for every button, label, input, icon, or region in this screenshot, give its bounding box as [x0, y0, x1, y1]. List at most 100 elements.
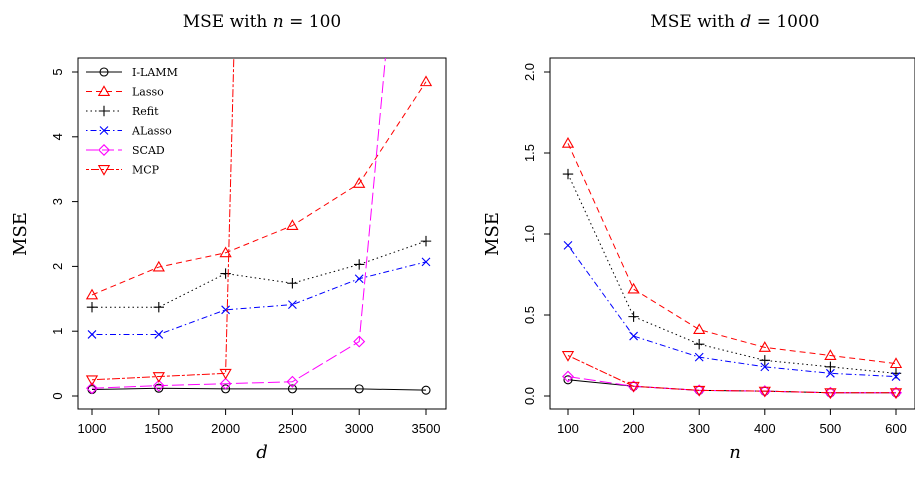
left-legend-marker — [97, 85, 111, 96]
right-point-alasso — [563, 240, 573, 250]
left-legend-label: MCP — [132, 164, 160, 177]
right-point-lasso — [693, 323, 706, 335]
right-x-axis-label: n — [729, 442, 741, 463]
right-point-refit — [628, 311, 639, 322]
left-point-scad — [86, 382, 98, 395]
left-point-scad — [286, 375, 299, 388]
right-point-mcp — [627, 381, 640, 393]
left-point-refit — [220, 268, 231, 279]
left-y-tick-label: 0 — [50, 392, 65, 399]
left-point-mcp — [219, 368, 232, 380]
left-point-refit — [420, 235, 432, 247]
left-point-scad — [219, 377, 232, 390]
left-legend: I-LAMM Lasso Refit ALasso SCAD MCP — [86, 66, 178, 177]
right-point-i-lamm — [563, 375, 573, 385]
right-point-lasso — [627, 282, 640, 294]
left-point-i-lamm — [287, 384, 297, 394]
right-point-refit — [562, 168, 574, 180]
right-point-mcp — [824, 388, 837, 400]
left-legend-label: Refit — [132, 105, 159, 118]
left-x-tick-label: 1500 — [144, 421, 173, 436]
left-series-line-lasso — [91, 81, 427, 296]
right-x-tick-label: 400 — [754, 421, 776, 436]
left-x-tick-label: 3500 — [412, 421, 441, 436]
right-y-tick-label: 2.0 — [522, 63, 537, 81]
right-point-scad — [562, 370, 574, 383]
left-point-refit — [153, 302, 164, 313]
right-point-alasso — [694, 352, 704, 362]
left-plot-area: 1000 1500 2000 2500 3000 3500 0 1 2 3 4 5 I-LAMM Lass… — [50, 57, 447, 436]
right-series-line-refit — [567, 173, 897, 374]
left-point-alasso — [354, 274, 364, 284]
right-point-alasso — [826, 368, 835, 378]
left-point-lasso — [286, 219, 299, 231]
left-series-line-alasso — [92, 261, 427, 335]
left-point-alasso — [421, 257, 431, 267]
left-legend-label: ALasso — [131, 125, 172, 138]
left-point-refit — [86, 302, 98, 313]
left-point-scad — [353, 335, 366, 348]
left-y-tick-label: 1 — [50, 328, 65, 335]
right-point-lasso — [824, 349, 837, 360]
left-legend-marker — [99, 67, 109, 77]
right-chart-title: MSE with d = 1000 — [650, 12, 819, 32]
right-x-tick-label: 600 — [885, 421, 907, 436]
right-series-line-mcp — [567, 355, 896, 394]
left-legend-marker — [99, 126, 109, 135]
right-series-line-alasso — [567, 245, 897, 378]
right-point-refit — [825, 361, 836, 373]
left-point-scad — [152, 379, 165, 392]
left-point-i-lamm — [421, 385, 431, 395]
right-y-tick-label: 1.5 — [522, 144, 537, 162]
left-legend-label: SCAD — [132, 144, 165, 157]
left-point-mcp — [85, 375, 99, 387]
left-point-lasso — [219, 246, 232, 258]
left-legend-label: Lasso — [132, 86, 164, 99]
left-x-tick-label: 2500 — [278, 421, 307, 436]
left-series-line-mcp — [91, 58, 235, 381]
left-legend-marker — [98, 144, 110, 156]
left-y-tick-label: 2 — [50, 263, 65, 270]
left-chart-title: MSE with n = 100 — [183, 12, 342, 32]
left-y-tick-label: 4 — [50, 133, 65, 140]
left-point-lasso — [419, 75, 433, 87]
right-point-refit — [694, 338, 705, 350]
right-point-mcp — [561, 351, 575, 362]
left-x-tick-label: 1000 — [78, 421, 107, 436]
left-point-i-lamm — [221, 384, 231, 394]
left-y-axis-label: MSE — [10, 212, 31, 256]
right-y-axis-label: MSE — [482, 212, 503, 256]
left-point-alasso — [154, 330, 164, 339]
left-y-tick-label: 3 — [50, 198, 65, 205]
right-series-line-lasso — [567, 143, 897, 365]
left-x-tick-label: 3000 — [345, 421, 374, 436]
left-x-axis-label: d — [256, 442, 268, 463]
left-x-tick-label: 2000 — [211, 421, 240, 436]
right-point-lasso — [889, 357, 903, 369]
right-point-refit — [759, 355, 770, 366]
right-y-tick-label: 1.0 — [522, 225, 537, 243]
left-legend-marker — [97, 165, 111, 176]
right-y-tick-label: 0.5 — [522, 306, 537, 324]
right-x-tick-label: 500 — [820, 421, 842, 436]
left-y-tick-label: 5 — [50, 68, 65, 75]
right-point-lasso — [561, 136, 575, 148]
right-x-tick-label: 300 — [688, 421, 710, 436]
left-point-alasso — [288, 300, 297, 310]
left-point-lasso — [353, 177, 366, 188]
left-point-i-lamm — [354, 384, 364, 394]
left-legend-marker — [98, 105, 110, 117]
right-point-lasso — [758, 341, 771, 352]
left-legend-label: I-LAMM — [132, 66, 178, 79]
left-point-alasso — [87, 330, 97, 339]
left-series-line-i-lamm — [91, 387, 427, 391]
right-plot-area: 100 200 300 400 500 600 0.0 0.5 1.0 1.5 2.0 — [522, 57, 915, 436]
left-point-alasso — [221, 305, 230, 315]
left-point-refit — [354, 259, 365, 270]
right-x-tick-label: 100 — [557, 421, 579, 436]
left-plot-frame — [77, 57, 447, 410]
right-point-alasso — [891, 372, 901, 381]
right-point-alasso — [760, 362, 770, 372]
left-point-lasso — [85, 288, 99, 300]
